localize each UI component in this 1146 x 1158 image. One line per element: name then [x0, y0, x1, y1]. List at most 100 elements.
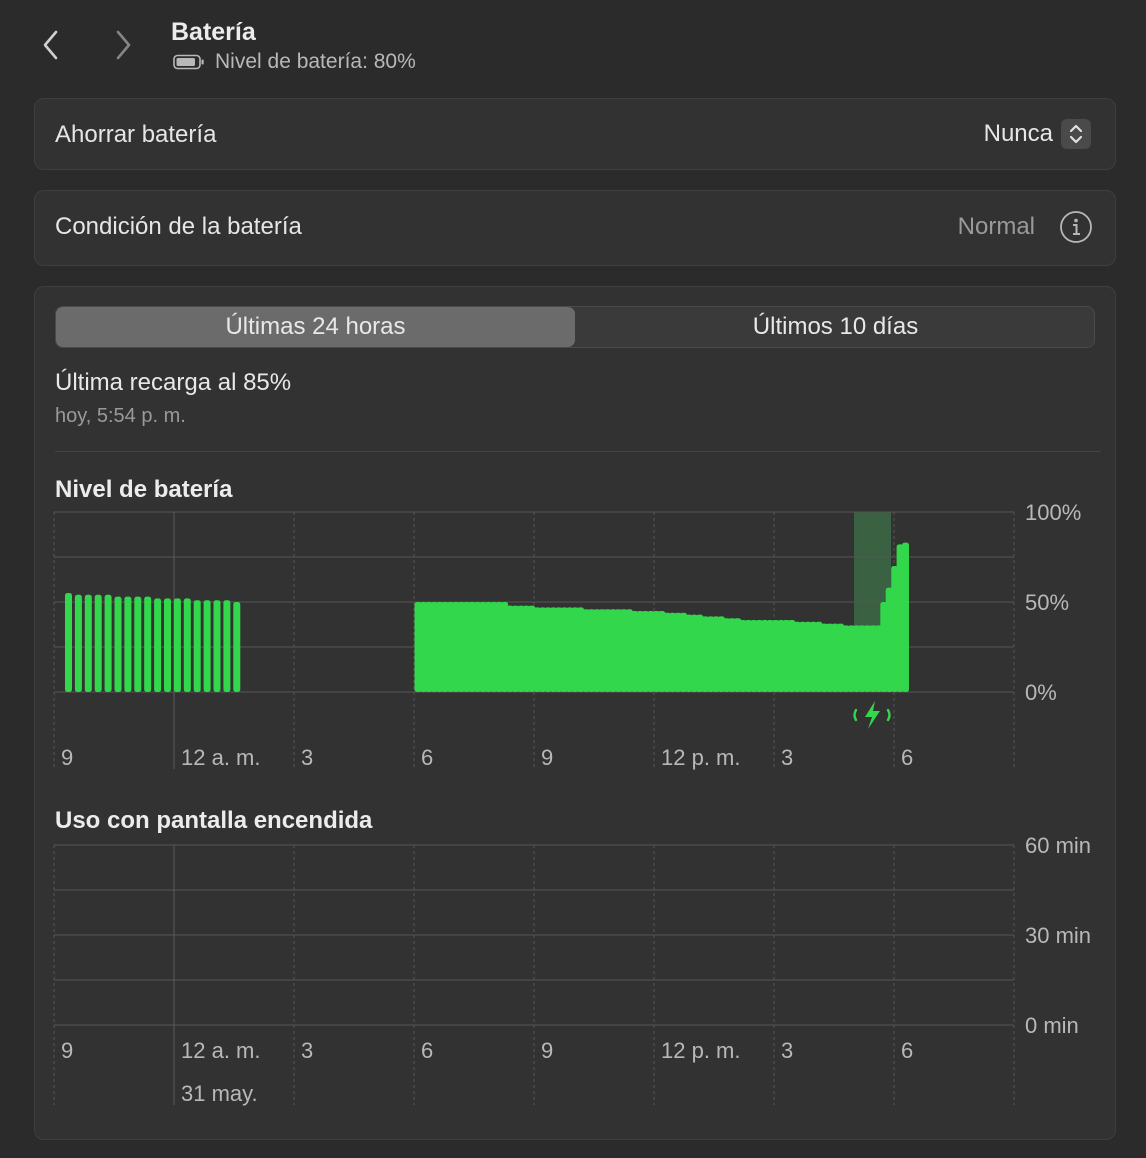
- battery-level-bar: [164, 598, 171, 692]
- battery-level-bar: [447, 602, 454, 692]
- battery-level-bar: [528, 605, 536, 692]
- battery-level-bar: [880, 602, 888, 692]
- screen-chart-x-tick-label: 3: [781, 1038, 793, 1063]
- battery-level-bar: [820, 623, 828, 692]
- battery-level-bar: [124, 596, 132, 692]
- battery-level-bar: [652, 611, 660, 692]
- battery-level-bar: [544, 607, 552, 692]
- back-button[interactable]: [36, 28, 66, 62]
- battery-level-bar: [690, 614, 698, 692]
- battery-level-bar: [593, 609, 601, 692]
- updown-chevron-icon: [1061, 119, 1091, 149]
- screen-chart-x-tick-label: 9: [61, 1038, 73, 1063]
- screen-chart-x-tick-label: 12 p. m.: [661, 1038, 740, 1063]
- battery-level-bar: [744, 620, 752, 692]
- battery-level-bar: [468, 602, 476, 692]
- battery-level-bar: [144, 596, 152, 692]
- battery-level-bar: [223, 600, 231, 692]
- battery-level-bar: [869, 625, 877, 692]
- battery-level-bar: [696, 614, 704, 692]
- low-power-value: Nunca: [983, 120, 1053, 147]
- battery-level-bar: [669, 612, 677, 692]
- screen-chart-x-tick-label: 6: [901, 1038, 913, 1063]
- battery-chart-x-tick-label: 9: [541, 745, 553, 770]
- battery-level-bar: [625, 609, 633, 692]
- battery-level-bar: [896, 544, 904, 692]
- battery-chart-y-tick-label: 0%: [1025, 680, 1057, 705]
- forward-button[interactable]: [108, 28, 138, 62]
- battery-level-bar: [734, 618, 742, 692]
- battery-level-bar: [549, 607, 557, 692]
- battery-level-bar: [614, 609, 622, 692]
- battery-level-bar: [539, 607, 547, 692]
- battery-level-bar: [631, 611, 639, 692]
- battery-level-bar: [560, 607, 568, 692]
- battery-level-bar: [517, 605, 525, 692]
- battery-level-bar: [842, 625, 850, 692]
- battery-level-bar: [766, 620, 774, 692]
- battery-level-bar: [183, 598, 191, 692]
- battery-level-bar: [874, 625, 882, 692]
- battery-level-bar: [233, 602, 241, 692]
- page-title: Batería: [171, 18, 256, 46]
- battery-level-bar: [788, 620, 796, 692]
- battery-level-bar: [793, 621, 801, 692]
- battery-level-bar: [213, 600, 221, 692]
- tab-last-24-hours[interactable]: Últimas 24 horas: [56, 307, 575, 347]
- battery-level-bar: [436, 602, 444, 692]
- battery-chart-x-tick-label: 3: [301, 745, 313, 770]
- chevron-left-icon: [43, 30, 58, 60]
- battery-level-bar: [604, 609, 612, 692]
- battery-level-bar: [457, 602, 465, 692]
- screen-chart-x-tick-label: 12 a. m.: [181, 1038, 260, 1063]
- time-range-segmented-control: Últimas 24 horas Últimos 10 días: [55, 306, 1095, 348]
- battery-level-bar: [74, 594, 82, 692]
- battery-level-bar: [891, 566, 899, 692]
- low-power-row: Ahorrar batería Nunca: [34, 98, 1116, 170]
- battery-chart-x-tick-label: 3: [781, 745, 793, 770]
- screen-chart-y-tick-label: 60 min: [1025, 833, 1091, 858]
- battery-level-bar: [134, 596, 142, 692]
- battery-level-bar: [452, 602, 460, 692]
- battery-level-bar: [512, 605, 519, 692]
- screen-chart-y-tick-label: 0 min: [1025, 1013, 1079, 1038]
- battery-level-bar: [104, 594, 112, 692]
- battery-chart-x-tick-label: 9: [61, 745, 73, 770]
- battery-level-bar: [782, 620, 790, 692]
- battery-level-bar: [620, 609, 628, 692]
- battery-level-bar: [777, 620, 785, 692]
- tab-last-10-days[interactable]: Últimos 10 días: [752, 313, 919, 340]
- battery-level-bar: [717, 616, 725, 692]
- battery-level-bar: [658, 611, 666, 692]
- battery-level-bar: [114, 596, 122, 692]
- battery-level-bar: [679, 612, 687, 692]
- battery-level-bar: [419, 602, 427, 692]
- last-charge-time: hoy, 5:54 p. m.: [55, 405, 186, 427]
- info-icon[interactable]: [1059, 210, 1093, 244]
- battery-chart-y-tick-label: 100%: [1025, 500, 1081, 525]
- battery-level-bar: [826, 623, 834, 692]
- low-power-popup[interactable]: Nunca: [984, 119, 1091, 149]
- battery-level-bar: [490, 602, 498, 692]
- battery-level-bar: [587, 609, 595, 692]
- battery-level-bar: [858, 625, 866, 692]
- battery-level-bar: [853, 625, 861, 692]
- battery-level-bar: [566, 607, 574, 692]
- battery-level-bar: [799, 621, 807, 692]
- battery-level-bar: [674, 612, 682, 692]
- battery-level-bar: [685, 614, 693, 692]
- battery-level-bar: [609, 609, 617, 692]
- battery-level-subtitle: Nivel de batería: 80%: [173, 50, 416, 74]
- battery-level-bar: [479, 602, 487, 692]
- battery-level-bar: [501, 602, 509, 692]
- battery-level-bar: [425, 602, 433, 692]
- battery-level-bar: [506, 605, 514, 692]
- screen-chart-y-tick-label: 30 min: [1025, 923, 1091, 948]
- battery-level-bar: [847, 625, 855, 692]
- last-charge-title: Última recarga al 85%: [55, 369, 292, 396]
- battery-level-bar: [65, 593, 72, 692]
- battery-level-bar: [203, 600, 211, 692]
- battery-chart-y-tick-label: 50%: [1025, 590, 1069, 615]
- battery-level-bar: [663, 612, 671, 692]
- battery-health-label: Condición de la batería: [55, 213, 302, 240]
